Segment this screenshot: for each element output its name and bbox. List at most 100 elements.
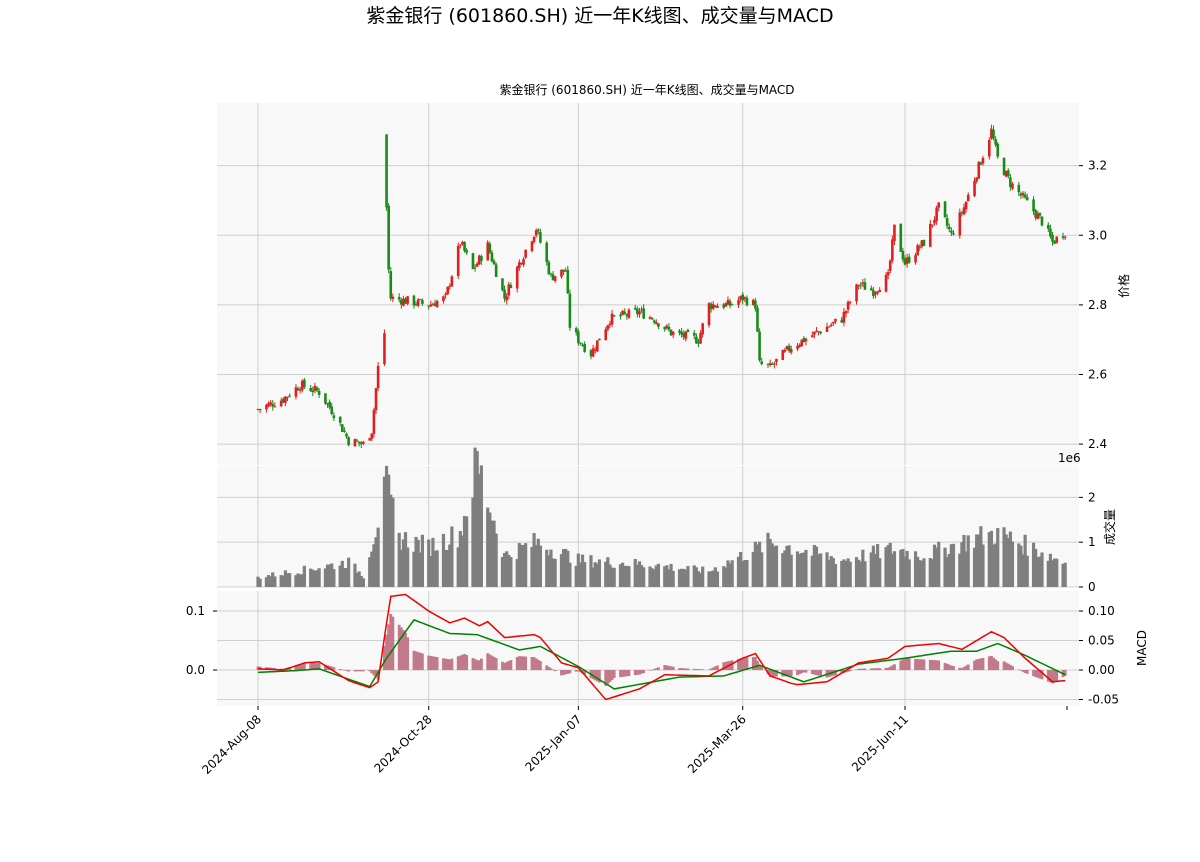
- macd-hist-bar: [593, 670, 597, 681]
- volume-bar: [730, 560, 734, 587]
- candle: [258, 408, 262, 414]
- volume-bar: [642, 567, 646, 587]
- macd-hist-bar: [758, 664, 761, 671]
- volume-bar: [302, 565, 306, 587]
- volume-bar: [804, 549, 808, 587]
- macd-hist-bar: [524, 656, 528, 671]
- volume-bar: [949, 544, 953, 587]
- candle: [958, 208, 962, 239]
- macd-hist-bar: [709, 668, 713, 671]
- volume-bar: [989, 530, 994, 587]
- volume-bar: [871, 545, 875, 587]
- volume-bar: [576, 553, 580, 587]
- candle: [492, 258, 496, 265]
- volume-bar: [300, 574, 304, 587]
- candle: [298, 386, 302, 394]
- volume-bar: [913, 551, 918, 587]
- macd-hist-bar: [952, 666, 955, 671]
- candle: [1017, 181, 1021, 197]
- y-tick-label: 2.6: [1088, 368, 1107, 382]
- candle: [903, 255, 907, 266]
- candle: [671, 331, 675, 339]
- macd-hist-bar: [488, 654, 492, 671]
- macd-hist-bar: [855, 669, 858, 671]
- candle: [802, 336, 806, 343]
- volume-bar: [547, 555, 551, 587]
- candle: [448, 283, 452, 291]
- volume-bar: [932, 544, 937, 587]
- macd-hist-bar: [979, 658, 983, 671]
- candle: [741, 291, 745, 305]
- macd-hist-bar: [520, 656, 523, 671]
- candle: [376, 362, 380, 391]
- candle: [313, 382, 317, 394]
- volume-bar: [873, 553, 878, 587]
- volume-bar: [578, 562, 583, 587]
- macd-hist-bar: [343, 670, 346, 671]
- volume-bar: [901, 549, 905, 587]
- macd-hist-bar: [640, 670, 643, 674]
- candle: [859, 282, 863, 290]
- candle: [844, 310, 848, 318]
- volume-bar: [920, 560, 924, 587]
- candle: [962, 203, 966, 216]
- volume-bar: [979, 526, 983, 587]
- volume-bar: [519, 544, 524, 587]
- volume-bar: [918, 560, 922, 587]
- candle: [711, 301, 715, 311]
- volume-bar: [296, 573, 300, 587]
- volume-bar: [701, 566, 705, 587]
- macd-hist-bar: [492, 656, 496, 671]
- macd-hist-bar: [905, 658, 909, 671]
- candle: [414, 301, 418, 307]
- candle: [888, 259, 892, 274]
- candle: [598, 338, 601, 341]
- macd-hist-bar: [878, 668, 882, 671]
- volume-bar: [583, 562, 587, 587]
- volume-bar: [317, 568, 321, 587]
- volume-bar: [975, 534, 979, 587]
- macd-hist-bar: [477, 660, 481, 671]
- volume-bar: [772, 546, 776, 587]
- volume-y-ticks: 0 1 2: [1079, 490, 1096, 594]
- candle: [442, 295, 445, 304]
- candle: [431, 302, 435, 306]
- macd-hist-bar: [551, 669, 555, 671]
- volume-bar: [604, 561, 608, 587]
- macd-hist-bar: [623, 670, 627, 677]
- candle: [973, 177, 976, 198]
- candle: [1063, 235, 1067, 241]
- macd-hist-bar: [642, 670, 646, 673]
- candle: [1025, 193, 1029, 201]
- macd-hist-bar: [650, 669, 654, 671]
- macd-hist-bar: [539, 661, 542, 671]
- macd-hist-bar: [302, 663, 306, 671]
- volume-bar: [536, 538, 540, 587]
- volume-bar: [751, 551, 755, 587]
- volume-bar: [888, 542, 892, 587]
- volume-bar: [433, 550, 437, 587]
- macd-hist-bar: [313, 662, 317, 671]
- candle: [863, 278, 867, 290]
- candle: [922, 239, 926, 247]
- candle: [539, 228, 542, 244]
- volume-bar: [532, 533, 536, 587]
- volume-bar: [264, 577, 269, 587]
- volume-bar: [795, 551, 800, 587]
- volume-bar: [591, 567, 595, 587]
- macd-hist-bar: [802, 670, 806, 673]
- candle: [1036, 210, 1040, 220]
- candle: [303, 377, 306, 389]
- volume-bar: [848, 561, 852, 587]
- macd-hist-bar: [522, 656, 525, 671]
- candle: [456, 242, 460, 279]
- volume-bar: [340, 560, 344, 587]
- candle: [907, 253, 911, 264]
- volume-bar: [951, 543, 956, 587]
- volume-bar: [627, 566, 631, 587]
- candle: [781, 349, 785, 361]
- candle: [737, 296, 740, 308]
- candle: [553, 276, 557, 283]
- macd-hist-bar: [770, 670, 774, 677]
- candle: [884, 272, 888, 293]
